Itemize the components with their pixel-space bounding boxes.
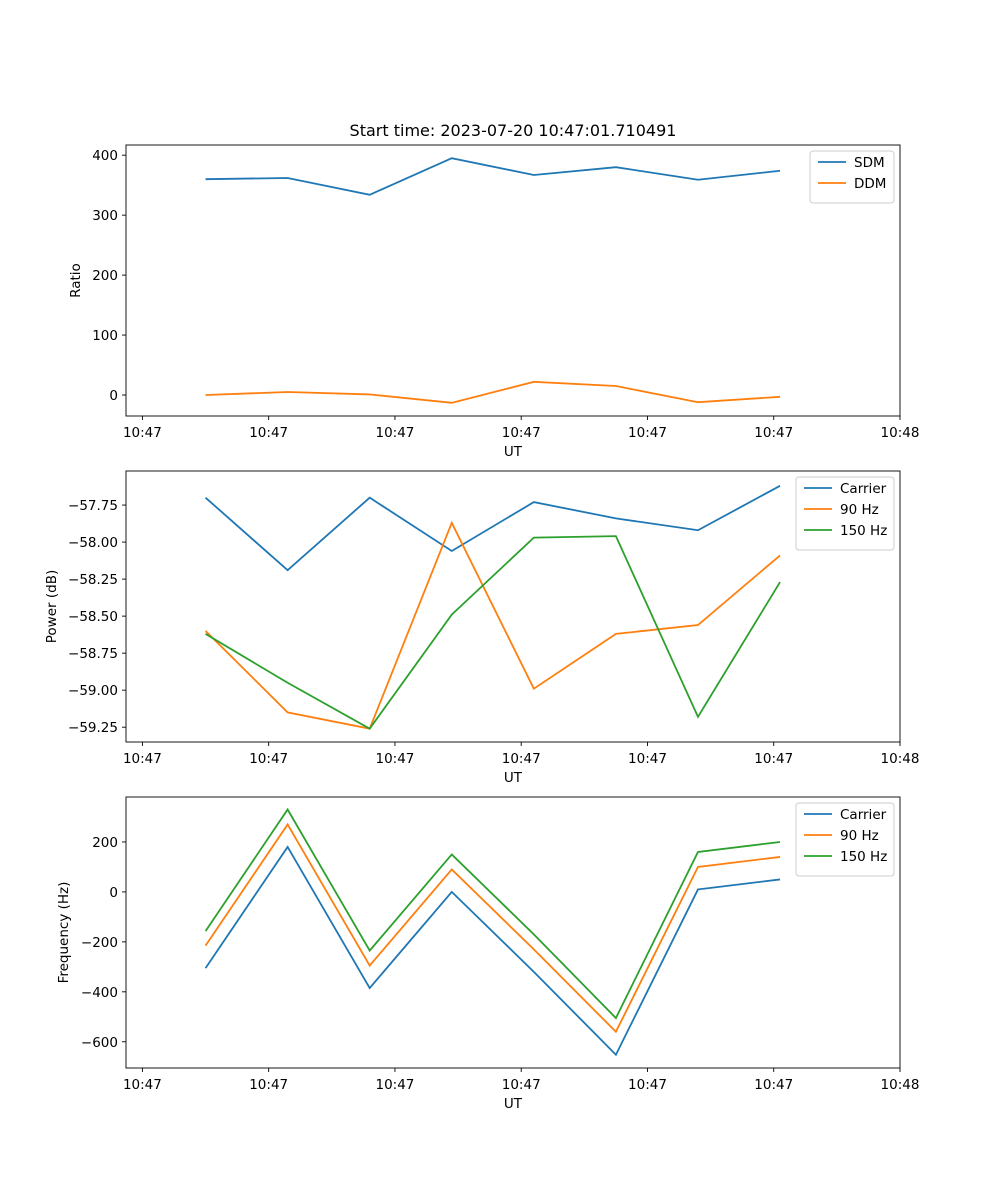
y-tick-label: 0 xyxy=(109,388,118,404)
x-tick-label: 10:47 xyxy=(123,751,162,767)
x-tick-label: 10:47 xyxy=(754,1077,793,1093)
y-tick-label: 400 xyxy=(92,148,118,164)
x-axis-label: UT xyxy=(504,770,523,786)
y-tick-label: −200 xyxy=(81,935,118,951)
legend-box xyxy=(795,802,895,877)
y-tick-label: −400 xyxy=(81,985,118,1001)
chart-title: Start time: 2023-07-20 10:47:01.710491 xyxy=(350,121,677,140)
x-tick-label: 10:47 xyxy=(375,751,414,767)
x-tick-label: 10:47 xyxy=(249,425,288,441)
y-tick-label: 100 xyxy=(92,328,118,344)
series-line-150-hz xyxy=(204,807,781,1020)
x-axis-label: UT xyxy=(504,1096,523,1112)
y-tick-label: −58.25 xyxy=(68,572,118,588)
y-tick-label: −58.75 xyxy=(68,646,118,662)
y-axis-label: Power (dB) xyxy=(44,570,60,643)
y-tick-label: −57.75 xyxy=(68,498,118,514)
legend-label: 90 Hz xyxy=(840,502,879,518)
axes-frame xyxy=(125,470,901,743)
legend-label: DDM xyxy=(854,176,886,192)
x-tick-label: 10:47 xyxy=(754,751,793,767)
series-line-90-hz xyxy=(204,520,781,730)
y-tick-label: −58.00 xyxy=(68,535,118,551)
legend-box xyxy=(795,476,895,551)
legend: SDM DDM xyxy=(809,150,895,204)
x-tick-label: 10:47 xyxy=(375,1077,414,1093)
x-axis-label: UT xyxy=(504,444,523,460)
legend: Carrier 90 Hz 150 Hz xyxy=(795,802,895,877)
legend-label: Carrier xyxy=(840,481,887,497)
x-tick-label: 10:47 xyxy=(628,1077,667,1093)
x-tick-label: 10:47 xyxy=(502,751,541,767)
axes-frame xyxy=(125,796,901,1069)
y-tick-label: −58.50 xyxy=(68,609,118,625)
series-line-carrier xyxy=(204,845,781,1057)
legend-label: Carrier xyxy=(840,807,887,823)
y-tick-label: −59.25 xyxy=(68,720,118,736)
x-tick-label: 10:47 xyxy=(249,751,288,767)
series-line-150-hz xyxy=(205,535,781,730)
series-line-90-hz xyxy=(204,822,781,1034)
x-tick-label: 10:47 xyxy=(754,425,793,441)
legend-label: 150 Hz xyxy=(840,849,887,865)
y-tick-label: −59.00 xyxy=(68,683,118,699)
x-tick-label: 10:47 xyxy=(123,1077,162,1093)
legend-label: SDM xyxy=(854,155,885,171)
legend-box xyxy=(809,150,895,204)
x-tick-label: 10:47 xyxy=(628,425,667,441)
x-tick-label: 10:47 xyxy=(628,751,667,767)
chart-panel-1: 10:47 10:47 10:47 10:47 10:47 10:47 10:48 UT 0 10… xyxy=(68,144,920,460)
x-tick-label: 10:47 xyxy=(502,425,541,441)
x-tick-label: 10:48 xyxy=(881,425,920,441)
x-tick-label: 10:47 xyxy=(502,1077,541,1093)
series-line-ddm xyxy=(205,380,781,404)
y-tick-label: 200 xyxy=(92,835,118,851)
legend-label: 150 Hz xyxy=(840,523,887,539)
chart-panel-2: 10:47 10:47 10:47 10:47 10:47 10:47 10:48 UT −57… xyxy=(44,470,920,786)
x-tick-label: 10:48 xyxy=(881,1077,920,1093)
y-axis-label: Ratio xyxy=(68,263,84,298)
series-line-sdm xyxy=(205,157,781,196)
x-tick-label: 10:47 xyxy=(375,425,414,441)
x-tick-label: 10:48 xyxy=(881,751,920,767)
x-tick-label: 10:47 xyxy=(249,1077,288,1093)
panels: 10:47 10:47 10:47 10:47 10:47 10:47 10:48UT010… xyxy=(44,144,920,1112)
chart-panel-3: 10:47 10:47 10:47 10:47 10:47 10:47 10:48 UT 200… xyxy=(56,796,920,1112)
y-tick-label: 300 xyxy=(92,208,118,224)
y-tick-label: 200 xyxy=(92,268,118,284)
y-tick-label: 0 xyxy=(109,885,118,901)
x-tick-label: 10:47 xyxy=(123,425,162,441)
series-line-carrier xyxy=(204,485,781,572)
y-tick-label: −600 xyxy=(81,1035,118,1051)
y-axis-label: Frequency (Hz) xyxy=(56,882,72,984)
legend-label: 90 Hz xyxy=(840,828,879,844)
axes-frame xyxy=(125,144,901,417)
legend: Carrier 90 Hz 150 Hz xyxy=(795,476,895,551)
